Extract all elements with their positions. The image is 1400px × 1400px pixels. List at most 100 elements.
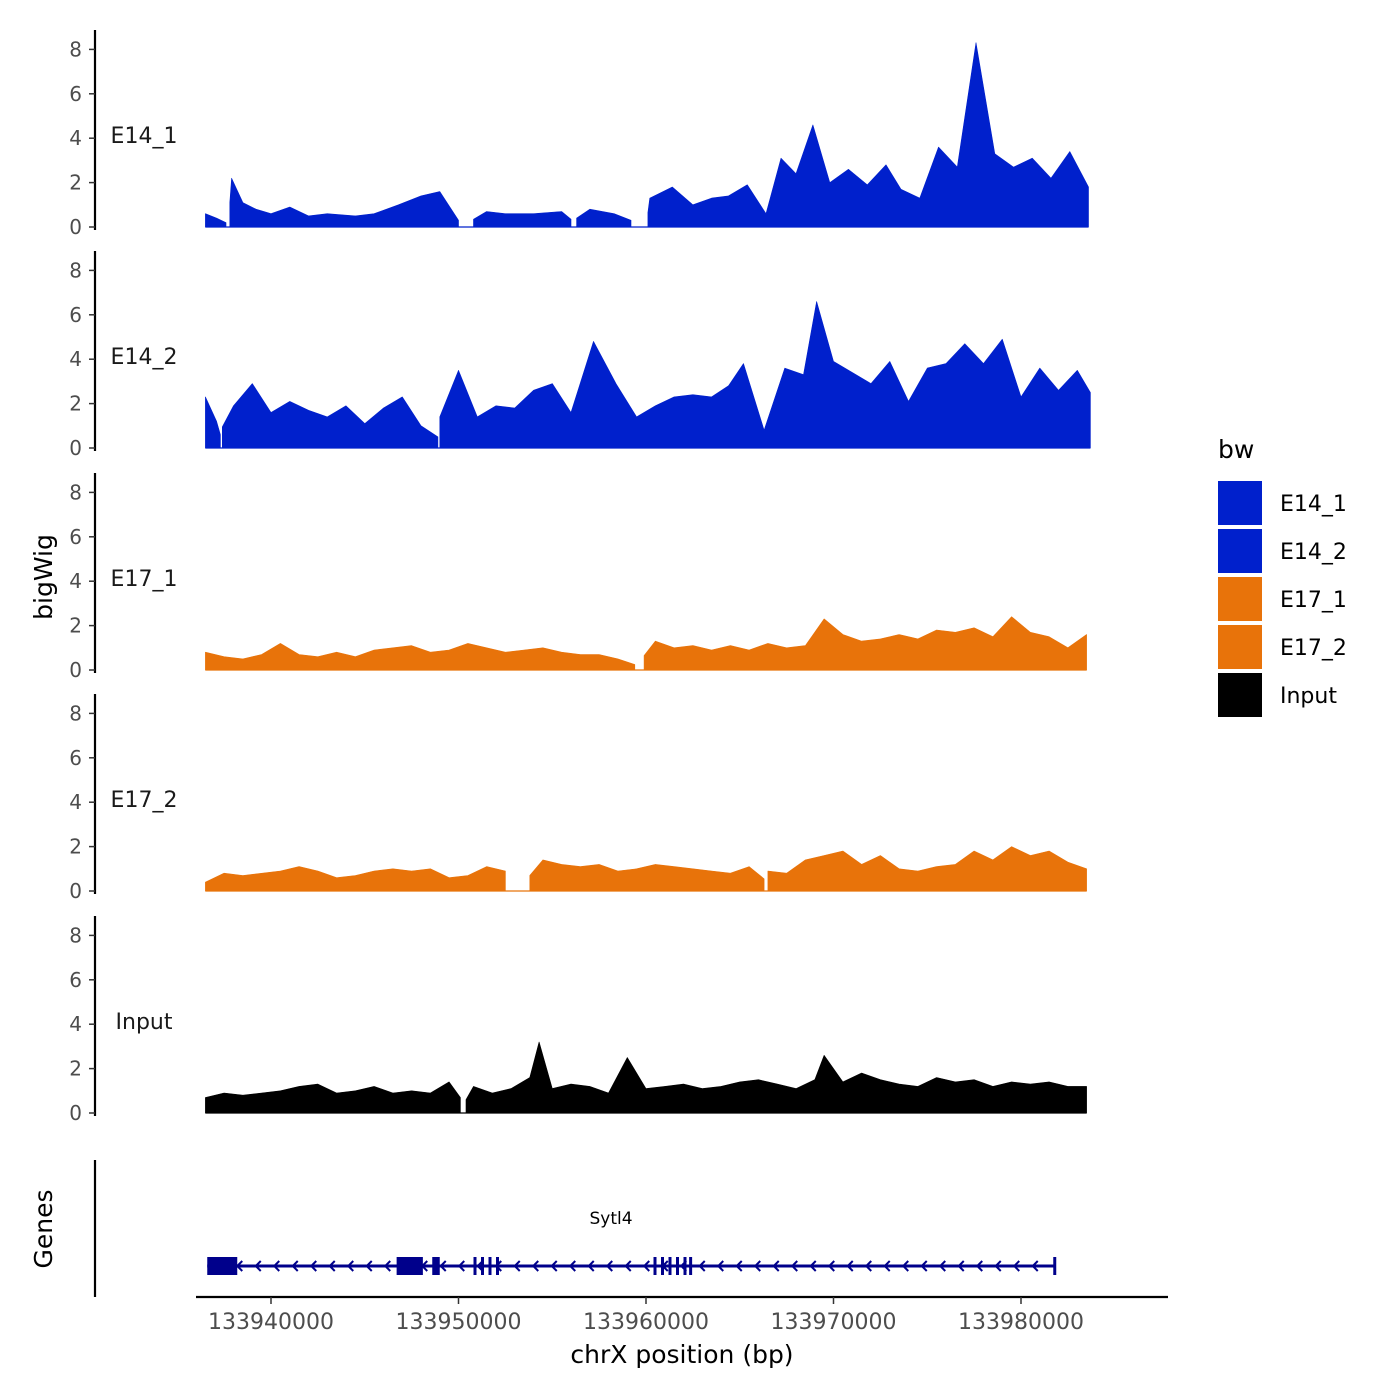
gene-exon — [653, 1257, 657, 1275]
y-tick-label: 2 — [69, 835, 82, 859]
x-axis-title: chrX position (bp) — [570, 1340, 793, 1369]
genes-panel: Sytl4 — [93, 1160, 1057, 1297]
strand-arrow — [883, 1260, 891, 1272]
strand-arrow — [365, 1260, 373, 1272]
track-panel-e14-2: 0 2 4 6 8 E14_2 — [69, 251, 1091, 460]
y-tick-label: 8 — [69, 258, 82, 282]
legend-swatch — [1218, 577, 1262, 621]
y-tick-label: 6 — [69, 82, 82, 106]
strand-arrow — [272, 1260, 280, 1272]
strand-arrow — [254, 1260, 262, 1272]
strand-arrow — [772, 1260, 780, 1272]
strand-arrow — [309, 1260, 317, 1272]
y-tick-label: 4 — [69, 126, 82, 150]
gene-exon — [207, 1257, 238, 1275]
track-panel-e17-1: 0 2 4 6 8 E17_1 — [69, 473, 1087, 682]
x-tick-label: 133960000 — [583, 1310, 709, 1335]
strand-arrow — [587, 1260, 595, 1272]
x-axis: 133940000 133950000 133960000 133970000 1339… — [196, 1295, 1168, 1335]
y-tick-label: 0 — [69, 1101, 82, 1125]
legend-swatch — [1218, 625, 1262, 669]
coverage-area — [229, 177, 459, 228]
strand-arrow — [716, 1260, 724, 1272]
strand-arrow — [790, 1260, 798, 1272]
legend-label: Input — [1280, 684, 1337, 709]
gene-exon — [689, 1257, 693, 1275]
gene-exon — [683, 1257, 687, 1275]
legend: bw E14_1 E14_2 E17_1 E17_2 Input — [1218, 435, 1347, 717]
strand-arrow — [1012, 1260, 1020, 1272]
strand-arrow — [439, 1260, 447, 1272]
track-panels: 0 2 4 6 8 E14_1 0 2 4 6 8 E14_2 0 2 4 6 8 E17_1 0 2 4 6 8 E17_2… — [69, 30, 1091, 1125]
strand-arrow — [827, 1260, 835, 1272]
y-tick-label: 6 — [69, 746, 82, 770]
strand-arrow — [698, 1260, 706, 1272]
coverage-area — [222, 383, 439, 449]
legend-label: E17_1 — [1280, 588, 1347, 613]
coverage-area — [576, 208, 632, 228]
gene-exon — [488, 1257, 492, 1275]
gene-exon — [396, 1257, 423, 1275]
gene-exon — [668, 1257, 672, 1275]
y-tick-label: 0 — [69, 215, 82, 239]
y-tick-label: 2 — [69, 614, 82, 638]
strand-arrow — [568, 1260, 576, 1272]
y-tick-label: 2 — [69, 392, 82, 416]
coverage-area — [205, 213, 227, 228]
gene-model: Sytl4 — [207, 1209, 1057, 1275]
strand-arrow — [531, 1260, 539, 1272]
y-tick-label: 8 — [69, 923, 82, 947]
strand-arrow — [328, 1260, 336, 1272]
strand-arrow — [994, 1260, 1002, 1272]
genes-axis-title: Genes — [29, 1189, 58, 1268]
gene-exon — [496, 1257, 499, 1275]
strand-arrow — [550, 1260, 558, 1272]
strand-arrow — [809, 1260, 817, 1272]
y-tick-label: 0 — [69, 658, 82, 682]
y-tick-label: 6 — [69, 525, 82, 549]
y-tick-label: 2 — [69, 171, 82, 195]
y-tick-label: 8 — [69, 701, 82, 725]
x-tick-label: 133940000 — [208, 1310, 334, 1335]
coverage-area — [205, 396, 221, 449]
x-tick-label: 133950000 — [396, 1310, 522, 1335]
strand-arrow — [624, 1260, 632, 1272]
coverage-area — [473, 211, 572, 228]
y-tick-label: 4 — [69, 1012, 82, 1036]
gene-exon — [676, 1257, 679, 1275]
strand-arrow — [457, 1260, 465, 1272]
y-tick-label: 0 — [69, 436, 82, 460]
strand-arrow — [864, 1260, 872, 1272]
track-label: E14_1 — [111, 124, 178, 149]
strand-arrow — [901, 1260, 909, 1272]
strand-arrow — [735, 1260, 743, 1272]
legend-label: E14_1 — [1280, 492, 1347, 517]
strand-arrow — [383, 1260, 391, 1272]
strand-arrow — [920, 1260, 928, 1272]
x-tick-label: 133980000 — [958, 1310, 1084, 1335]
strand-arrow — [291, 1260, 299, 1272]
x-tick-label: 133970000 — [771, 1310, 897, 1335]
track-panel-input: 0 2 4 6 8 Input — [69, 916, 1087, 1125]
y-tick-label: 4 — [69, 569, 82, 593]
strand-arrow — [1031, 1260, 1039, 1272]
gene-exon — [432, 1257, 440, 1275]
track-label: E14_2 — [111, 345, 178, 370]
legend-swatch — [1218, 481, 1262, 525]
strand-arrow — [846, 1260, 854, 1272]
coverage-area — [643, 616, 1087, 671]
coverage-area — [767, 846, 1087, 892]
legend-label: E17_2 — [1280, 636, 1347, 661]
coverage-area — [465, 1041, 1087, 1114]
track-panel-e14-1: 0 2 4 6 8 E14_1 — [69, 30, 1089, 239]
legend-swatch — [1218, 673, 1262, 717]
track-panel-e17-2: 0 2 4 6 8 E17_2 — [69, 694, 1087, 903]
strand-arrow — [605, 1260, 613, 1272]
y-tick-label: 0 — [69, 879, 82, 903]
legend-title: bw — [1218, 435, 1254, 464]
gene-exon — [661, 1257, 664, 1275]
strand-arrow — [513, 1260, 521, 1272]
coverage-area — [205, 866, 506, 892]
gene-label: Sytl4 — [589, 1209, 632, 1229]
track-label: Input — [116, 1010, 173, 1035]
